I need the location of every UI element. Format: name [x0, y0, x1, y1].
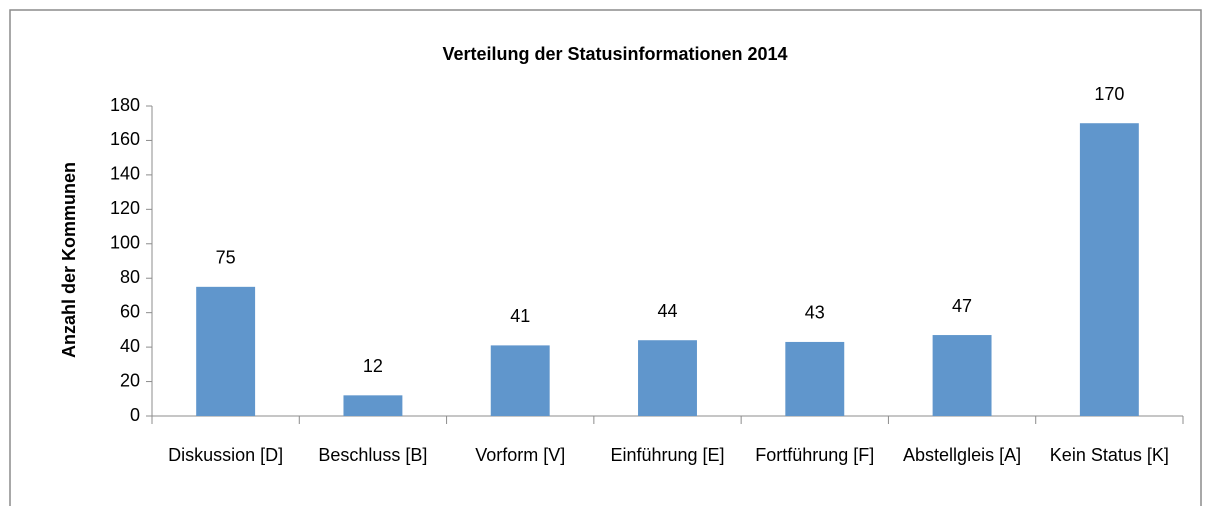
chart-title: Verteilung der Statusinformationen 2014: [442, 44, 787, 64]
x-tick-label: Einführung [E]: [610, 445, 725, 465]
y-tick-label: 0: [130, 405, 140, 425]
value-label: 170: [1094, 84, 1124, 104]
x-tick-label: Kein Status [K]: [1049, 445, 1169, 465]
y-tick-label: 60: [120, 301, 140, 321]
y-tick-label: 180: [110, 95, 140, 115]
y-tick-label: 20: [120, 370, 140, 390]
y-tick-label: 120: [110, 198, 140, 218]
bar: [1079, 123, 1139, 416]
value-label: 43: [805, 303, 825, 323]
bar: [932, 335, 992, 416]
value-label: 41: [510, 306, 530, 326]
bar: [785, 341, 845, 416]
bar: [343, 395, 403, 416]
x-tick-label: Abstellgleis [A]: [903, 445, 1022, 465]
value-label: 12: [363, 356, 383, 376]
y-tick-label: 140: [110, 164, 140, 184]
x-tick-label: Beschluss [B]: [318, 445, 428, 465]
bar: [638, 340, 697, 416]
value-label: 75: [216, 248, 236, 268]
value-label: 47: [952, 296, 972, 316]
chart-border: [9, 9, 1202, 506]
bar: [196, 286, 256, 416]
y-tick-label: 160: [110, 129, 140, 149]
x-tick-label: Diskussion [D]: [168, 445, 284, 465]
y-axis-label: Anzahl der Kommunen: [59, 162, 79, 358]
bar: [490, 345, 550, 416]
value-label: 44: [657, 301, 677, 321]
x-tick-label: Vorform [V]: [475, 445, 566, 465]
x-tick-label: Fortführung [F]: [755, 445, 875, 465]
y-tick-label: 80: [120, 267, 140, 287]
y-tick-label: 40: [120, 336, 140, 356]
y-tick-label: 100: [110, 233, 140, 253]
